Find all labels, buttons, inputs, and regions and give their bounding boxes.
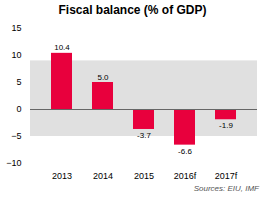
svg-text:-1.9: -1.9 bbox=[219, 121, 233, 130]
html-text:Fiscal balance (% of GDP): Fiscal balance (% of GDP) bbox=[58, 3, 207, 17]
svg-text:0: 0 bbox=[16, 104, 21, 114]
svg-text:2017f: 2017f bbox=[215, 171, 238, 181]
svg-text:−10: −10 bbox=[6, 158, 21, 168]
svg-text:2014: 2014 bbox=[93, 171, 113, 181]
svg-text:−5: −5 bbox=[11, 131, 21, 141]
svg-text:10: 10 bbox=[11, 50, 21, 60]
svg-text:2015: 2015 bbox=[134, 171, 154, 181]
svg-text:15: 15 bbox=[11, 23, 21, 33]
svg-text:5: 5 bbox=[16, 77, 21, 87]
html-text:Sources: EIU, IMF: Sources: EIU, IMF bbox=[193, 184, 259, 193]
svg-text:5.0: 5.0 bbox=[97, 73, 109, 82]
svg-text:-3.7: -3.7 bbox=[137, 131, 151, 140]
svg-text:2016f: 2016f bbox=[174, 171, 197, 181]
svg-text:10.4: 10.4 bbox=[54, 43, 70, 52]
svg-text:-6.6: -6.6 bbox=[178, 147, 192, 156]
svg-text:2013: 2013 bbox=[52, 171, 72, 181]
